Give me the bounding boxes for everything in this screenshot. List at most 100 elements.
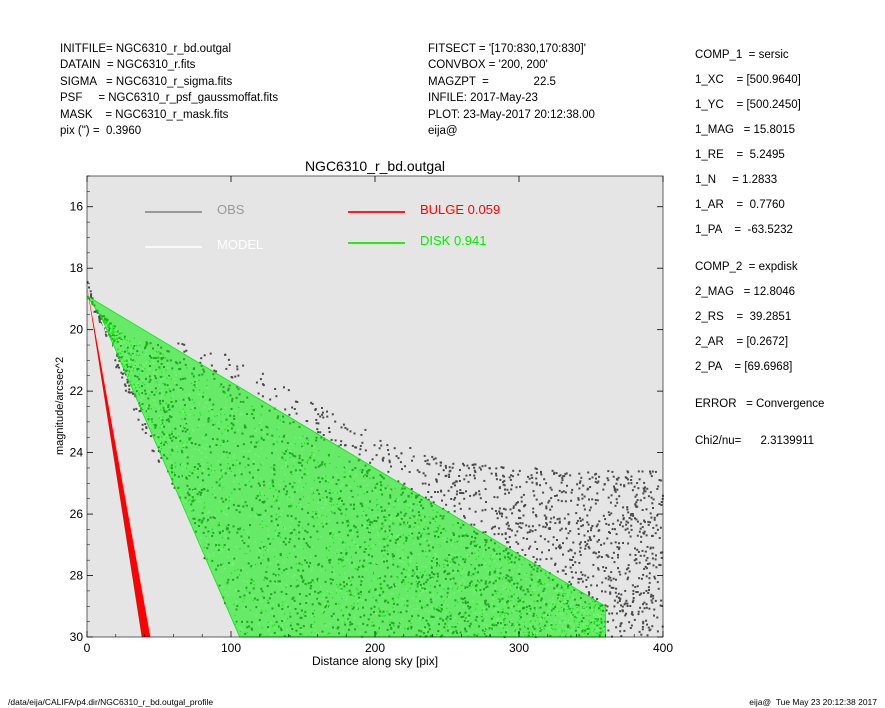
disk-point	[405, 499, 407, 501]
obs-point	[445, 474, 448, 477]
disk-point	[458, 570, 460, 572]
disk-point	[501, 613, 503, 615]
obs-point	[648, 577, 651, 580]
obs-point	[98, 315, 101, 318]
disk-point	[287, 556, 289, 559]
obs-point	[645, 534, 648, 537]
obs-point	[623, 485, 626, 488]
disk-point	[411, 515, 413, 517]
disk-point	[238, 529, 241, 531]
obs-point	[622, 518, 625, 521]
disk-point	[313, 518, 315, 520]
obs-point	[540, 473, 543, 476]
disk-point	[149, 360, 151, 362]
obs-point	[437, 473, 440, 476]
disk-point	[432, 509, 434, 511]
disk-point	[599, 624, 601, 626]
disk-point	[124, 339, 126, 341]
disk-point	[404, 508, 406, 510]
disk-point	[336, 503, 338, 505]
disk-point	[450, 613, 453, 615]
obs-point	[616, 501, 619, 504]
disk-point	[312, 511, 314, 513]
disk-point	[353, 595, 355, 597]
obs-point	[510, 529, 513, 532]
disk-point	[188, 433, 191, 435]
disk-point	[452, 524, 454, 526]
obs-point	[443, 494, 446, 497]
obs-point	[569, 474, 572, 477]
obs-point	[638, 577, 641, 580]
obs-point	[508, 491, 510, 494]
disk-point	[345, 514, 347, 516]
obs-point	[542, 525, 545, 528]
obs-point	[629, 627, 632, 629]
disk-point	[290, 504, 292, 506]
obs-point	[614, 591, 617, 594]
disk-point	[186, 441, 188, 443]
obs-point	[660, 556, 663, 559]
obs-point	[330, 438, 333, 441]
obs-point	[607, 575, 610, 578]
disk-point	[128, 375, 130, 377]
obs-point	[583, 495, 586, 498]
disk-point	[155, 350, 157, 353]
disk-point	[255, 564, 257, 566]
obs-point	[615, 478, 618, 481]
disk-point	[579, 621, 581, 623]
disk-point	[253, 584, 255, 586]
obs-point	[636, 548, 639, 551]
disk-point	[332, 534, 334, 536]
disk-point	[112, 325, 114, 327]
obs-point	[550, 505, 553, 508]
obs-point	[534, 540, 537, 543]
disk-point	[382, 510, 384, 512]
disk-point	[403, 543, 405, 545]
obs-point	[629, 553, 632, 556]
disk-point	[163, 382, 165, 385]
obs-point	[647, 520, 650, 523]
obs-point	[321, 413, 324, 416]
obs-point	[635, 562, 638, 565]
disk-point	[419, 572, 421, 574]
disk-point	[402, 534, 404, 536]
disk-point	[138, 373, 141, 375]
obs-point	[128, 384, 131, 387]
disk-point	[267, 621, 269, 623]
obs-point	[581, 493, 584, 496]
x-tick-label: 200	[365, 641, 385, 655]
disk-point	[392, 558, 395, 560]
obs-point	[595, 477, 597, 480]
disk-point	[304, 610, 306, 612]
obs-point	[565, 527, 567, 530]
disk-point	[168, 405, 170, 407]
obs-point	[210, 364, 213, 367]
obs-point	[619, 597, 622, 600]
disk-point	[454, 541, 456, 543]
obs-point	[508, 476, 511, 479]
disk-point	[162, 382, 164, 385]
disk-point	[443, 588, 445, 590]
disk-point	[227, 467, 229, 469]
obs-point	[628, 570, 631, 573]
disk-point	[537, 585, 539, 587]
disk-point	[397, 576, 399, 578]
disk-point	[546, 621, 548, 623]
disk-point	[301, 564, 303, 566]
obs-point	[613, 489, 616, 492]
disk-point	[301, 564, 303, 566]
disk-point	[154, 427, 156, 429]
disk-point	[477, 603, 479, 605]
obs-point	[378, 447, 381, 450]
obs-point	[657, 587, 660, 590]
obs-point	[499, 512, 501, 515]
header-left-line: PSF = NGC6310_r_psf_gaussmoffat.fits	[60, 92, 279, 105]
obs-point	[520, 500, 523, 503]
obs-point	[586, 543, 589, 546]
obs-point	[484, 508, 487, 511]
disk-point	[348, 522, 350, 524]
obs-point	[259, 378, 262, 381]
obs-point	[86, 281, 89, 284]
obs-point	[615, 578, 617, 581]
disk-point	[231, 572, 233, 574]
